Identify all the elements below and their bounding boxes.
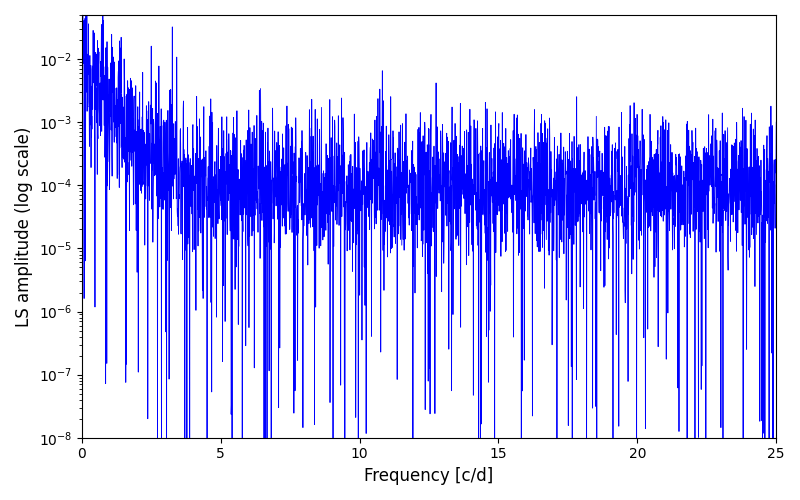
Y-axis label: LS amplitude (log scale): LS amplitude (log scale) [15, 126, 33, 326]
X-axis label: Frequency [c/d]: Frequency [c/d] [364, 467, 494, 485]
